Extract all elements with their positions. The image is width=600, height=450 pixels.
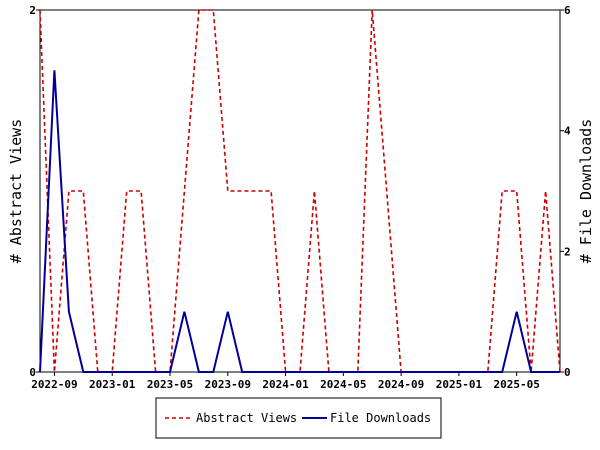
- legend: Abstract Views File Downloads: [155, 397, 442, 439]
- series-line-file-downloads: [39, 70, 560, 373]
- x-tick-label: 2023-09: [205, 378, 251, 391]
- x-tick-label: 2025-05: [493, 378, 539, 391]
- plot-area: [39, 9, 561, 373]
- x-tick-label: 2025-01: [436, 378, 483, 391]
- y-right-axis-title: # File Downloads: [577, 119, 595, 264]
- ticks-layer: 2022-09 2023-01 2023-05 2023-09 2024-01 2024-…: [29, 4, 571, 391]
- y-left-tick-label: 0: [29, 366, 36, 379]
- y-right-tick-label: 2: [564, 245, 571, 258]
- y-right-tick-label: 6: [564, 4, 571, 17]
- legend-label-file-downloads: File Downloads: [330, 411, 431, 425]
- y-right-tick-label: 4: [564, 125, 571, 138]
- legend-box: [155, 397, 442, 439]
- x-tick-label: 2024-09: [378, 378, 424, 391]
- series-layer: [39, 9, 561, 373]
- legend-label-abstract-views: Abstract Views: [196, 411, 297, 425]
- x-tick-label: 2024-01: [262, 378, 309, 391]
- x-tick-label: 2024-05: [320, 378, 366, 391]
- y-right-tick-label: 0: [564, 366, 571, 379]
- x-tick-label: 2023-05: [147, 378, 193, 391]
- y-left-tick-label: 2: [29, 4, 36, 17]
- x-tick-label: 2023-01: [89, 378, 136, 391]
- x-tick-label: 2022-09: [31, 378, 77, 391]
- y-left-axis-title: # Abstract Views: [7, 119, 25, 264]
